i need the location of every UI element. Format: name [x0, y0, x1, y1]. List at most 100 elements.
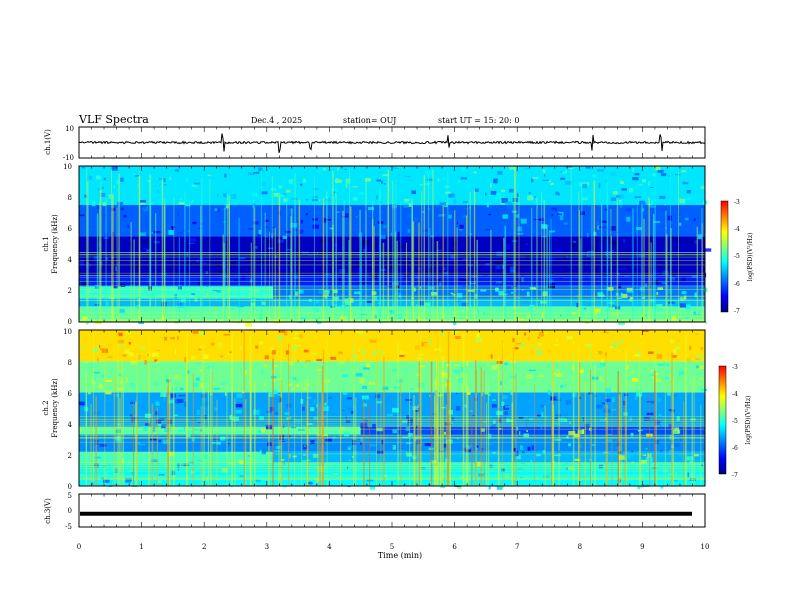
- spectrogram-texture: [701, 478, 703, 481]
- spectrogram-texture: [323, 217, 327, 223]
- spectrogram-texture: [318, 199, 321, 202]
- spectrogram-texture: [100, 348, 102, 350]
- spectrogram-texture: [128, 342, 132, 345]
- spectrogram-texture: [130, 429, 138, 432]
- spectrogram-texture: [142, 207, 148, 212]
- spectrogram-texture: [469, 205, 474, 209]
- spectrogram-texture: [492, 451, 499, 454]
- spectrogram-texture: [637, 484, 641, 490]
- spectrogram-texture: [506, 285, 512, 290]
- spectrogram-texture: [577, 429, 585, 435]
- spectrogram-texture: [337, 480, 341, 483]
- spectrogram-texture: [527, 446, 531, 451]
- spectrogram-texture: [136, 264, 140, 268]
- spectrogram-texture: [381, 180, 383, 184]
- spectrogram-texture: [84, 194, 88, 198]
- spectrogram-texture: [180, 387, 184, 391]
- spectrogram-texture: [261, 450, 267, 455]
- spectrogram-texture: [471, 275, 477, 277]
- spectrogram-texture: [217, 208, 220, 213]
- spectrogram-texture: [674, 208, 676, 213]
- spectrogram-texture: [275, 380, 277, 382]
- spectrogram-texture: [105, 257, 109, 261]
- spectrogram-texture: [171, 226, 174, 231]
- spectrogram-texture: [569, 421, 571, 424]
- spectrogram-texture: [592, 174, 597, 178]
- spectrogram-texture: [557, 213, 563, 216]
- spectrogram-texture: [93, 371, 100, 374]
- spectrogram-texture: [212, 177, 217, 180]
- spectrogram-texture: [129, 383, 134, 386]
- spectrogram-texture: [119, 308, 125, 314]
- spectrogram-texture: [187, 230, 190, 233]
- spectrogram-texture: [313, 416, 318, 420]
- spectrogram-texture: [611, 397, 616, 403]
- spectrogram-texture: [105, 391, 112, 395]
- spectrogram-texture: [111, 369, 113, 374]
- spectrogram-texture: [98, 383, 101, 387]
- spectrogram-texture: [437, 178, 440, 182]
- spectrogram-texture: [101, 374, 105, 378]
- spectrogram-texture: [460, 177, 468, 180]
- spectrogram-texture: [234, 289, 238, 292]
- spectrogram-texture: [541, 412, 544, 418]
- spectrogram-texture: [185, 178, 189, 182]
- spectrogram-texture: [166, 172, 173, 174]
- spectrogram-texture: [139, 200, 147, 203]
- spectrogram-texture: [484, 392, 489, 395]
- spectrogram-texture: [122, 368, 126, 372]
- spectrogram-texture: [524, 249, 529, 255]
- spectrogram-texture: [171, 387, 178, 391]
- spectrogram-texture: [328, 405, 331, 409]
- spectrogram-texture: [638, 184, 643, 186]
- spectrogram-texture: [506, 418, 510, 423]
- spectrogram-texture: [380, 350, 385, 355]
- spectrogram-texture: [430, 235, 434, 238]
- spectrogram-texture: [610, 388, 617, 390]
- spectrogram-texture: [483, 267, 489, 270]
- spectrogram-texture: [307, 481, 313, 485]
- spectrogram-texture: [704, 248, 712, 252]
- spectrogram-texture: [303, 349, 309, 353]
- spectrogram-texture: [604, 387, 612, 393]
- spectrogram-texture: [694, 292, 697, 298]
- spectrogram-texture: [255, 345, 259, 349]
- spectrogram-texture: [559, 314, 562, 317]
- spectrogram-texture: [407, 229, 411, 233]
- spectrogram-texture: [679, 306, 686, 310]
- spectrogram-texture: [594, 267, 597, 270]
- ch1-ytick-4: 4: [68, 256, 73, 264]
- spectrogram-texture: [638, 455, 645, 458]
- spectrogram-texture: [191, 200, 194, 203]
- spectrogram-texture: [520, 218, 527, 224]
- spectrogram-texture: [117, 201, 124, 207]
- spectrogram-texture: [99, 384, 104, 389]
- spectrogram-texture: [224, 173, 227, 178]
- spectrogram-texture: [686, 456, 694, 461]
- spectrogram-texture: [211, 442, 216, 444]
- ch2-spectrogram-panel: 0 2 4 6 8 10 ch.2 Frequency (kHz) -3 -4 …: [42, 328, 752, 491]
- spectrogram-texture: [194, 182, 200, 185]
- spectrogram-texture: [177, 398, 184, 403]
- spectrogram-texture: [138, 354, 141, 360]
- spectrogram-texture: [279, 194, 285, 198]
- spectrogram-texture: [376, 401, 382, 404]
- spectrogram-texture: [626, 216, 631, 222]
- spectrogram-texture: [394, 411, 398, 413]
- spectrogram-texture: [464, 230, 467, 234]
- spectrogram-texture: [354, 451, 356, 455]
- spectrogram-texture: [561, 413, 569, 419]
- spectrogram-texture: [338, 360, 345, 365]
- spectrogram-texture: [632, 177, 639, 181]
- spectrogram-texture: [441, 372, 447, 378]
- spectrogram-texture: [177, 212, 179, 217]
- spectrogram-texture: [622, 258, 627, 261]
- spectrogram-texture: [206, 285, 209, 288]
- spectrogram-texture: [526, 291, 530, 297]
- spectrogram-texture: [497, 417, 502, 423]
- spectrogram-texture: [252, 221, 259, 225]
- ch1-ytick-6: 6: [68, 225, 73, 233]
- spectrogram-texture: [322, 167, 327, 171]
- spectrogram-texture: [700, 347, 704, 350]
- station-label: station= OUJ: [343, 116, 396, 125]
